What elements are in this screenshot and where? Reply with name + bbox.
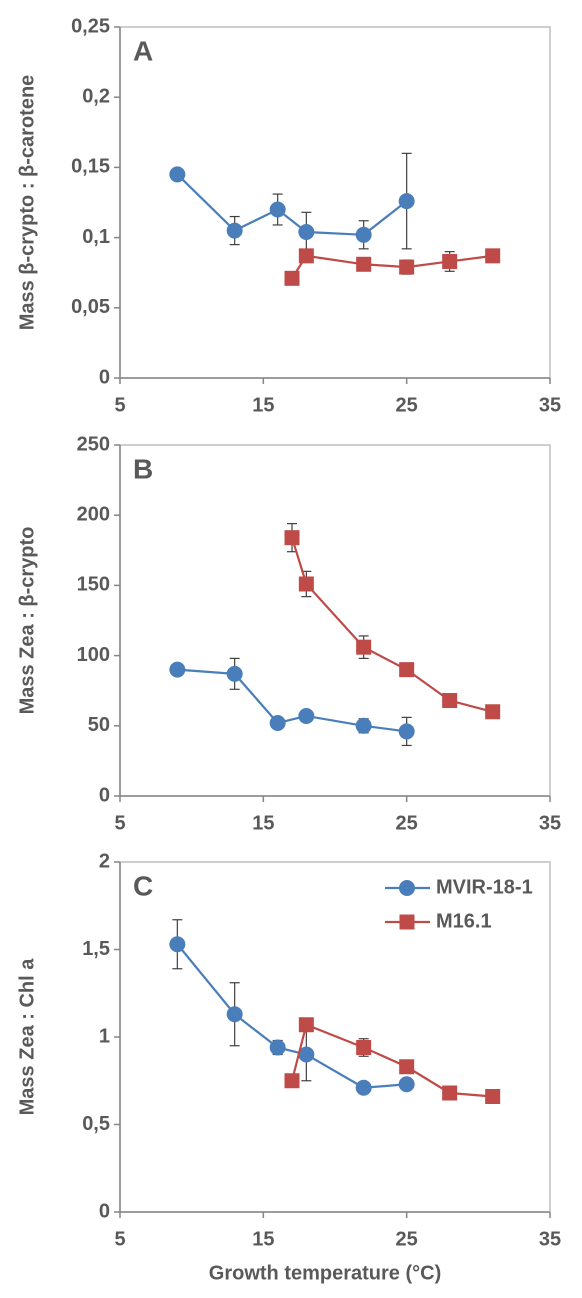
x-tick-label: 35: [539, 812, 561, 834]
data-point: [355, 1079, 372, 1096]
y-tick-label: 0,1: [82, 226, 110, 248]
data-point: [169, 661, 186, 678]
legend-label: M16.1: [436, 910, 492, 932]
data-point: [485, 248, 501, 264]
y-tick-label: 100: [77, 644, 110, 666]
data-point: [298, 576, 314, 592]
y-tick-label: 0,05: [71, 296, 110, 318]
data-point: [356, 1040, 372, 1055]
data-point: [226, 222, 243, 239]
data-point: [298, 1046, 315, 1063]
data-point: [298, 248, 314, 264]
y-tick-label: 1: [99, 1025, 110, 1047]
series-line: [176, 943, 407, 1089]
y-axis-title: Mass Zea : β-crypto: [16, 527, 38, 715]
y-tick-label: 150: [77, 574, 110, 596]
y-tick-label: 0: [99, 784, 110, 806]
x-tick-label: 5: [114, 1228, 125, 1250]
data-point: [226, 665, 243, 682]
y-tick-label: 0,2: [82, 85, 110, 107]
data-point: [399, 662, 415, 678]
data-point: [399, 1059, 415, 1075]
data-point: [226, 1006, 243, 1023]
y-tick-label: 1,5: [82, 938, 110, 960]
x-tick-label: 25: [396, 1228, 418, 1250]
data-point: [269, 714, 286, 731]
y-axis-title: Mass Zea : Chl a: [16, 958, 38, 1116]
x-tick-label: 15: [252, 1228, 274, 1250]
series-line: [290, 537, 493, 713]
plot-frame: [119, 444, 551, 797]
data-point: [269, 1039, 286, 1056]
data-point: [356, 256, 372, 272]
data-point: [355, 226, 372, 243]
x-tick-label: 5: [114, 812, 125, 834]
data-point: [169, 936, 186, 953]
y-tick-label: 2: [99, 850, 110, 872]
data-point: [284, 1073, 300, 1089]
x-axis-title: Growth temperature (°C): [209, 1262, 441, 1284]
data-point: [399, 259, 415, 275]
data-point: [398, 193, 415, 210]
data-point: [485, 1089, 501, 1104]
x-tick-label: 25: [396, 394, 418, 416]
data-point: [169, 166, 186, 183]
x-tick-label: 5: [114, 394, 125, 416]
data-point: [298, 223, 315, 240]
data-point: [284, 270, 300, 286]
y-tick-label: 0: [99, 1200, 110, 1222]
data-point: [442, 253, 458, 269]
data-point: [355, 717, 372, 734]
data-point: [485, 704, 501, 720]
legend-marker: [399, 914, 415, 930]
y-tick-label: 0,5: [82, 1113, 110, 1135]
data-point: [298, 707, 315, 724]
y-tick-label: 250: [77, 433, 110, 455]
series-line: [177, 668, 407, 733]
series-line: [176, 173, 408, 236]
x-tick-label: 25: [396, 812, 418, 834]
panel-label: B: [133, 453, 153, 484]
data-point: [398, 1076, 415, 1093]
data-point: [284, 530, 300, 546]
panel-label: A: [133, 35, 153, 66]
y-axis-title: Mass β-crypto : β-carotene: [16, 75, 38, 331]
x-tick-label: 35: [539, 394, 561, 416]
plot-frame: [119, 26, 551, 379]
panel-label: C: [133, 870, 153, 901]
y-tick-label: 0,15: [71, 156, 110, 178]
y-tick-label: 200: [77, 503, 110, 525]
x-tick-label: 15: [252, 394, 274, 416]
series-line: [291, 254, 493, 279]
data-point: [356, 639, 372, 655]
x-tick-label: 35: [539, 1228, 561, 1250]
legend-label: MVIR-18-1: [436, 876, 533, 898]
data-point: [442, 693, 458, 709]
y-tick-label: 50: [88, 714, 110, 736]
y-tick-label: 0: [99, 366, 110, 388]
data-point: [442, 1085, 458, 1101]
legend-marker: [399, 880, 415, 896]
x-tick-label: 15: [252, 812, 274, 834]
data-point: [398, 723, 415, 740]
y-tick-label: 0,25: [71, 15, 110, 37]
data-point: [269, 201, 286, 218]
data-point: [298, 1017, 314, 1033]
